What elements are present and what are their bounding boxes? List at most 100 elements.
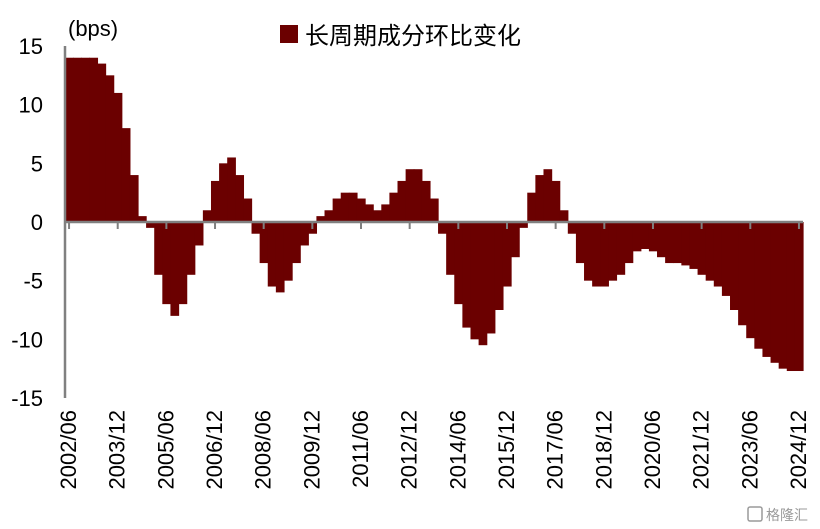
bar-2008/12: [275, 222, 285, 293]
bar-2002/09: [73, 57, 82, 223]
bar-2003/12: [113, 92, 123, 223]
bar-2005/03: [154, 222, 163, 275]
bar-2005/09: [170, 222, 180, 316]
bar-2020/06: [648, 222, 658, 252]
bar-2017/06: [551, 180, 561, 222]
bar-2021/12: [697, 222, 707, 275]
x-tick-label: 2008/06: [251, 410, 276, 490]
bar-2017/03: [543, 169, 553, 222]
bar-2019/09: [624, 222, 634, 264]
bar-2013/06: [421, 180, 431, 222]
bar-2014/06: [454, 222, 463, 305]
x-tick-label: 2014/06: [445, 410, 470, 490]
x-tick-label: 2015/12: [494, 410, 519, 490]
bar-2021/06: [681, 222, 691, 266]
bar-2004/03: [121, 128, 131, 222]
y-tick-label: 15: [19, 34, 43, 59]
bar-2006/06: [194, 222, 204, 246]
bar-2018/06: [584, 222, 593, 281]
bar-2004/06: [129, 175, 139, 222]
y-axis-unit-label: (bps): [68, 16, 118, 41]
y-tick-label: -10: [11, 327, 43, 352]
bar-2016/12: [535, 175, 545, 222]
bar-2021/09: [689, 222, 699, 269]
bar-2011/09: [365, 204, 374, 222]
x-tick-label: 2023/06: [737, 410, 762, 490]
bar-2013/12: [438, 222, 447, 234]
legend: 长周期成分环比变化: [280, 22, 521, 50]
y-tick-label: -5: [23, 269, 43, 294]
bar-2023/03: [738, 222, 747, 326]
bar-2014/03: [446, 222, 455, 275]
bar-2024/06: [778, 222, 788, 369]
y-tick-label: 0: [31, 210, 43, 235]
bar-2006/03: [186, 222, 196, 275]
bar-2004/12: [146, 222, 155, 228]
x-tick-label: 2005/06: [153, 410, 178, 490]
bar-2005/06: [162, 222, 172, 305]
bar-2013/09: [429, 198, 439, 222]
bar-2019/03: [608, 222, 618, 281]
bar-2017/12: [567, 222, 577, 234]
bar-2017/09: [559, 210, 569, 222]
bar-2015/12: [502, 222, 512, 287]
legend-swatch: [280, 25, 298, 43]
x-tick-label: 2018/12: [591, 410, 616, 490]
bar-2008/06: [259, 222, 269, 264]
bar-2012/03: [381, 204, 390, 222]
y-tick-label: 10: [19, 93, 43, 118]
bar-2012/06: [389, 192, 399, 222]
bar-2022/03: [705, 222, 715, 281]
watermark: 格隆汇: [747, 506, 808, 524]
bar-2018/03: [575, 222, 585, 264]
x-tick-label: 2009/12: [299, 410, 324, 490]
bar-2014/09: [462, 222, 472, 328]
bar-2009/06: [292, 222, 301, 264]
y-axis-ticks: 15 10 5 0 -5 -10 -15: [11, 34, 43, 411]
bar-2010/03: [316, 216, 326, 222]
x-tick-label: 2006/12: [202, 410, 227, 490]
bar-2024/12: [794, 222, 804, 372]
bar-2013/03: [413, 169, 423, 222]
bar-2021/03: [673, 222, 682, 264]
bar-2024/03: [770, 222, 780, 363]
bar-2002/12: [81, 57, 90, 223]
bar-2023/12: [762, 222, 772, 357]
plot-area: [65, 57, 804, 372]
bar-2003/03: [89, 57, 99, 223]
bar-2020/12: [665, 222, 674, 264]
x-tick-label: 2021/12: [689, 410, 714, 490]
x-tick-label: 2024/12: [786, 410, 811, 490]
y-tick-label: 5: [31, 151, 43, 176]
axes: [63, 46, 803, 398]
bar-2005/12: [178, 222, 188, 305]
bar-2020/03: [640, 222, 650, 249]
bar-2011/12: [373, 210, 382, 222]
bar-2008/09: [267, 222, 277, 287]
bar-2022/09: [721, 222, 731, 296]
legend-label: 长周期成分环比变化: [305, 22, 521, 50]
bar-2011/06: [356, 198, 366, 222]
bar-2010/06: [324, 210, 334, 222]
bar-2003/09: [105, 75, 115, 222]
bar-2014/12: [470, 222, 480, 340]
bar-2006/09: [202, 210, 212, 222]
x-tick-label: 2003/12: [105, 410, 130, 490]
bar-2009/09: [300, 222, 309, 246]
x-tick-label: 2017/06: [543, 410, 568, 490]
bar-2007/03: [219, 163, 228, 222]
bar-2023/09: [754, 222, 764, 349]
bar-2015/06: [486, 222, 496, 334]
bar-2018/09: [592, 222, 601, 287]
bar-2011/03: [348, 192, 358, 222]
x-tick-label: 2002/06: [56, 410, 81, 490]
bar-2010/09: [332, 198, 342, 222]
bar-2007/06: [227, 157, 236, 222]
bar-2007/09: [235, 175, 245, 222]
watermark-logo-icon: [747, 506, 763, 522]
bar-2015/09: [494, 222, 504, 310]
bar-2009/03: [283, 222, 293, 281]
y-tick-label: -15: [11, 386, 43, 411]
bar-2022/06: [713, 222, 723, 287]
